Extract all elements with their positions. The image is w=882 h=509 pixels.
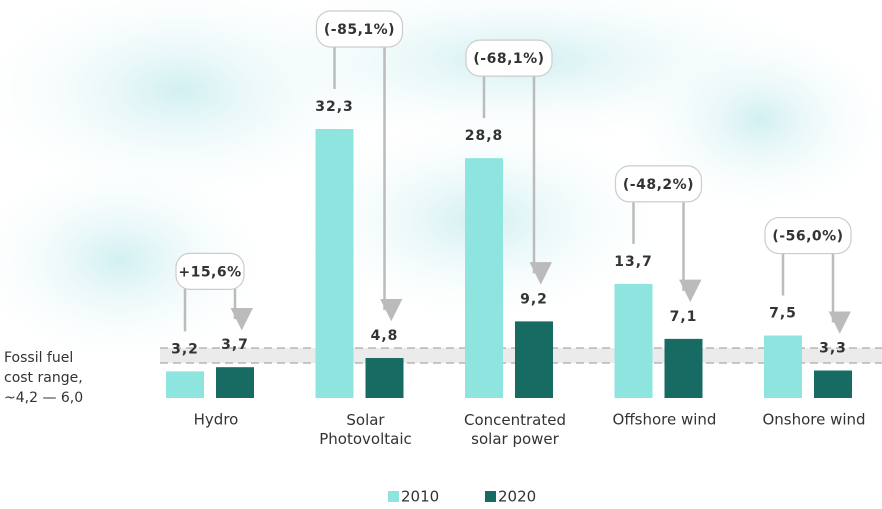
background bbox=[0, 0, 882, 370]
bar bbox=[316, 129, 354, 398]
value-label: 4,8 bbox=[371, 328, 399, 344]
chart: Fossil fuelcost range,~4,2 — 6,0 3,2 3,7 Hy… bbox=[0, 0, 882, 509]
bar bbox=[764, 336, 802, 398]
value-label: 3,2 bbox=[171, 341, 199, 357]
legend-label: 2010 bbox=[401, 488, 439, 506]
legend-label: 2020 bbox=[498, 488, 536, 506]
change-label: +15,6% bbox=[178, 264, 241, 280]
bar bbox=[465, 158, 503, 398]
legend-swatch bbox=[485, 491, 496, 502]
value-label: 32,3 bbox=[315, 99, 354, 115]
bar bbox=[216, 367, 254, 398]
change-label: (-85,1%) bbox=[324, 22, 395, 38]
bar bbox=[814, 371, 852, 398]
value-label: 13,7 bbox=[614, 254, 653, 270]
bar bbox=[515, 321, 553, 398]
change-label: (-48,2%) bbox=[623, 177, 694, 193]
value-label: 28,8 bbox=[465, 128, 504, 144]
change-label: (-68,1%) bbox=[473, 51, 544, 67]
value-label: 7,5 bbox=[769, 306, 797, 322]
category-label: Onshore wind bbox=[762, 411, 865, 429]
legend-swatch bbox=[388, 491, 399, 502]
value-label: 3,7 bbox=[221, 337, 249, 353]
value-label: 7,1 bbox=[670, 309, 698, 325]
value-label: 3,3 bbox=[819, 341, 847, 357]
bar bbox=[366, 358, 404, 398]
category-label: Offshore wind bbox=[613, 411, 717, 429]
value-label: 9,2 bbox=[520, 291, 548, 307]
bar bbox=[166, 371, 204, 398]
bar bbox=[615, 284, 653, 398]
change-label: (-56,0%) bbox=[772, 229, 843, 245]
category-label: Hydro bbox=[194, 411, 239, 429]
bar bbox=[665, 339, 703, 398]
